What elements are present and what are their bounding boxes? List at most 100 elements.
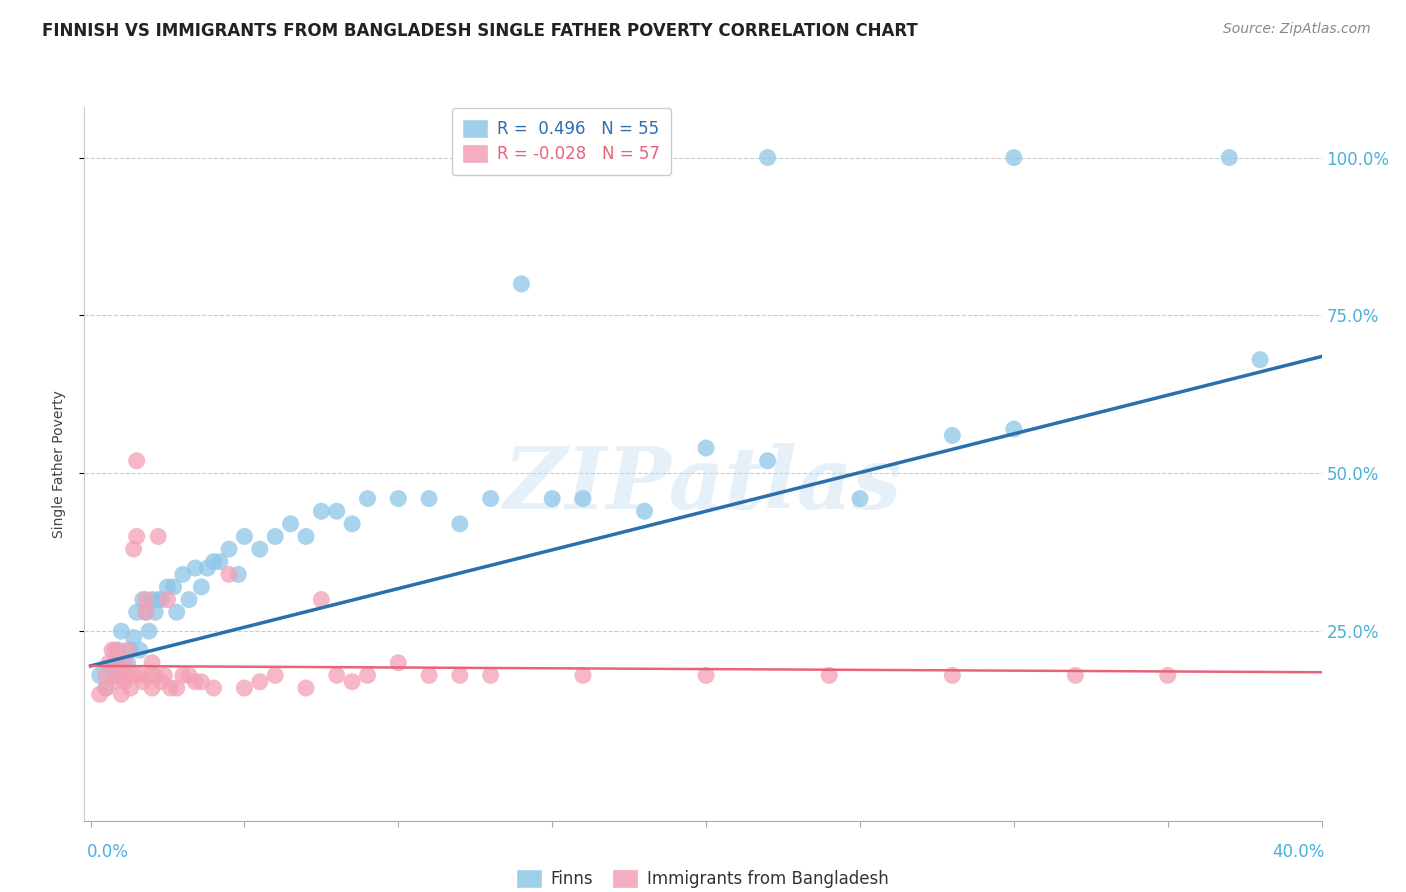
Point xyxy=(264,529,287,543)
Point xyxy=(104,643,127,657)
Text: 0.0%: 0.0% xyxy=(87,843,129,861)
Point xyxy=(104,668,127,682)
Point xyxy=(98,656,121,670)
Point xyxy=(141,656,163,670)
Point xyxy=(233,681,256,695)
Point xyxy=(208,555,231,569)
Point xyxy=(110,687,132,701)
Point xyxy=(418,491,440,506)
Point xyxy=(128,668,150,682)
Point xyxy=(311,504,333,518)
Point xyxy=(159,681,181,695)
Point xyxy=(326,668,349,682)
Point xyxy=(572,668,595,682)
Point xyxy=(135,592,157,607)
Point xyxy=(340,516,363,531)
Point xyxy=(138,668,160,682)
Point xyxy=(202,555,225,569)
Point xyxy=(104,656,127,670)
Point xyxy=(110,662,132,676)
Point xyxy=(226,567,249,582)
Point xyxy=(132,592,155,607)
Point xyxy=(117,656,139,670)
Point xyxy=(94,681,117,695)
Point xyxy=(941,428,963,442)
Point xyxy=(125,605,148,619)
Point xyxy=(172,567,194,582)
Point xyxy=(340,674,363,689)
Point xyxy=(156,580,179,594)
Point xyxy=(162,580,184,594)
Point xyxy=(356,491,378,506)
Point xyxy=(107,668,129,682)
Point xyxy=(218,542,240,557)
Point xyxy=(120,643,142,657)
Point xyxy=(190,580,212,594)
Point xyxy=(295,681,318,695)
Point xyxy=(190,674,212,689)
Legend: Finns, Immigrants from Bangladesh: Finns, Immigrants from Bangladesh xyxy=(510,863,896,892)
Point xyxy=(177,668,200,682)
Point xyxy=(104,674,127,689)
Point xyxy=(117,643,139,657)
Point xyxy=(356,668,378,682)
Point xyxy=(449,516,471,531)
Point xyxy=(479,668,502,682)
Point xyxy=(818,668,841,682)
Point xyxy=(280,516,302,531)
Point xyxy=(153,668,176,682)
Point xyxy=(112,674,135,689)
Point xyxy=(135,605,157,619)
Point xyxy=(1249,352,1271,367)
Point xyxy=(141,681,163,695)
Point xyxy=(184,674,207,689)
Point xyxy=(143,605,166,619)
Point xyxy=(177,592,200,607)
Point xyxy=(387,491,409,506)
Point xyxy=(135,605,157,619)
Point xyxy=(1002,151,1025,165)
Point xyxy=(141,592,163,607)
Point xyxy=(249,674,271,689)
Point xyxy=(387,656,409,670)
Point xyxy=(143,668,166,682)
Point xyxy=(1218,151,1240,165)
Point xyxy=(695,441,717,455)
Point xyxy=(510,277,533,291)
Point xyxy=(138,624,160,639)
Text: FINNISH VS IMMIGRANTS FROM BANGLADESH SINGLE FATHER POVERTY CORRELATION CHART: FINNISH VS IMMIGRANTS FROM BANGLADESH SI… xyxy=(42,22,918,40)
Point xyxy=(218,567,240,582)
Point xyxy=(148,592,170,607)
Point xyxy=(128,643,150,657)
Point xyxy=(150,592,173,607)
Point xyxy=(132,674,155,689)
Point xyxy=(122,631,145,645)
Point xyxy=(184,561,207,575)
Point xyxy=(202,681,225,695)
Point xyxy=(449,668,471,682)
Point xyxy=(89,668,111,682)
Point xyxy=(479,491,502,506)
Point xyxy=(156,592,179,607)
Point xyxy=(122,668,145,682)
Point xyxy=(756,453,779,467)
Point xyxy=(89,687,111,701)
Point xyxy=(756,151,779,165)
Point xyxy=(418,668,440,682)
Point xyxy=(326,504,349,518)
Point xyxy=(572,491,595,506)
Point xyxy=(941,668,963,682)
Point xyxy=(1002,422,1025,436)
Point xyxy=(166,681,188,695)
Point xyxy=(541,491,564,506)
Point xyxy=(110,624,132,639)
Point xyxy=(125,453,148,467)
Point xyxy=(695,668,717,682)
Text: 40.0%: 40.0% xyxy=(1272,843,1324,861)
Point xyxy=(122,542,145,557)
Point xyxy=(311,592,333,607)
Point xyxy=(233,529,256,543)
Point xyxy=(110,662,132,676)
Point xyxy=(264,668,287,682)
Point xyxy=(166,605,188,619)
